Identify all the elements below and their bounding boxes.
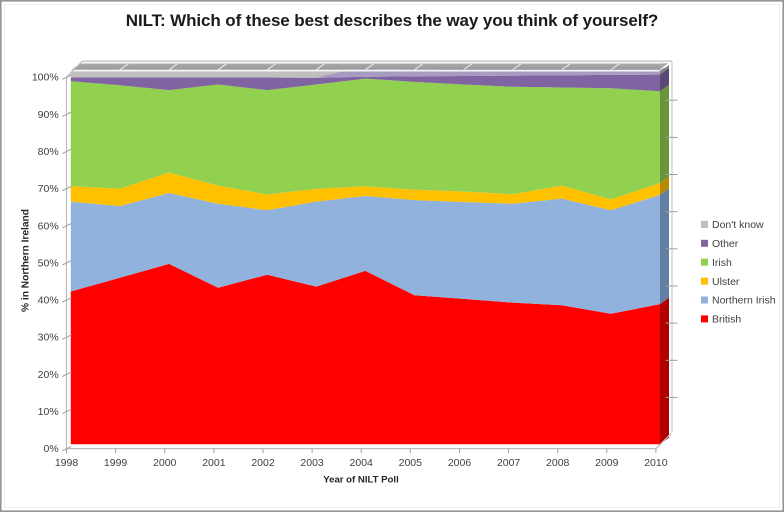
svg-text:30%: 30% — [38, 332, 59, 344]
svg-text:10%: 10% — [38, 406, 59, 418]
svg-text:100%: 100% — [32, 72, 59, 84]
svg-text:60%: 60% — [38, 220, 59, 232]
svg-text:2008: 2008 — [546, 457, 570, 469]
svg-text:2003: 2003 — [300, 457, 324, 469]
svg-text:Northern Irish: Northern Irish — [712, 295, 776, 307]
svg-text:2007: 2007 — [497, 457, 521, 469]
svg-text:1998: 1998 — [55, 457, 79, 469]
svg-text:50%: 50% — [38, 257, 59, 269]
svg-text:0%: 0% — [44, 443, 59, 455]
svg-text:2006: 2006 — [448, 457, 472, 469]
svg-text:Irish: Irish — [712, 257, 732, 269]
svg-text:2005: 2005 — [399, 457, 423, 469]
svg-text:Year of NILT Poll: Year of NILT Poll — [323, 475, 399, 486]
svg-text:Don't know: Don't know — [712, 219, 764, 231]
svg-text:% in Northern Ireland: % in Northern Ireland — [21, 209, 32, 312]
svg-text:British: British — [712, 314, 741, 326]
svg-text:2001: 2001 — [202, 457, 226, 469]
svg-text:80%: 80% — [38, 146, 59, 158]
svg-text:Other: Other — [712, 238, 739, 250]
svg-text:40%: 40% — [38, 295, 59, 307]
svg-text:1999: 1999 — [104, 457, 128, 469]
svg-text:NILT: Which of these best desc: NILT: Which of these best describes the … — [126, 11, 658, 30]
svg-text:2010: 2010 — [644, 457, 668, 469]
svg-text:2002: 2002 — [251, 457, 275, 469]
svg-text:90%: 90% — [38, 109, 59, 121]
svg-text:2009: 2009 — [595, 457, 619, 469]
svg-text:2000: 2000 — [153, 457, 177, 469]
svg-text:2004: 2004 — [350, 457, 374, 469]
svg-text:70%: 70% — [38, 183, 59, 195]
svg-text:20%: 20% — [38, 369, 59, 381]
svg-text:Ulster: Ulster — [712, 276, 740, 288]
